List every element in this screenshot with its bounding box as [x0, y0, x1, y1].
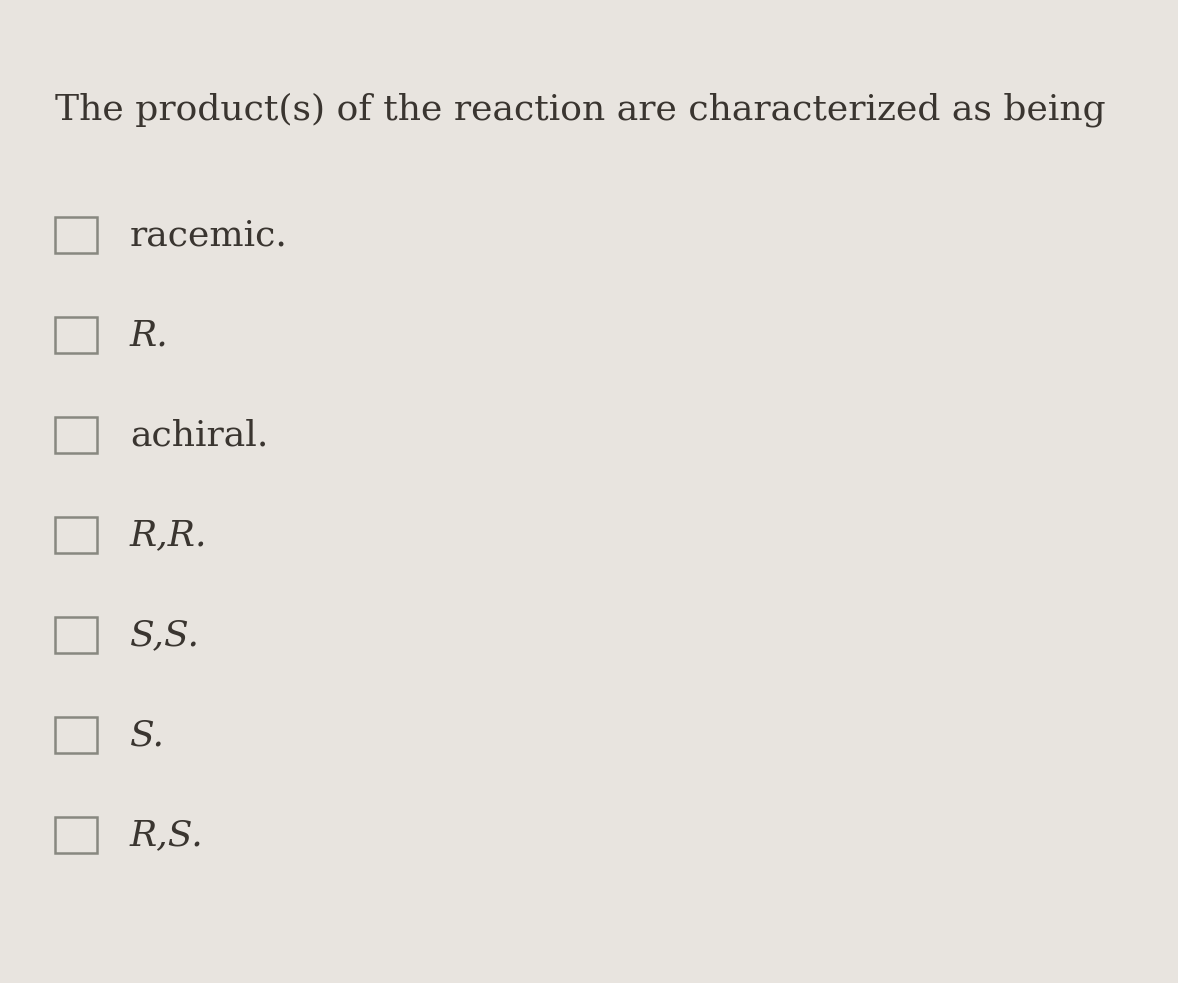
Bar: [55, 617, 97, 653]
Bar: [55, 417, 97, 453]
Text: achiral.: achiral.: [130, 418, 269, 452]
Bar: [55, 317, 97, 353]
Text: S,S.: S,S.: [130, 618, 200, 652]
Text: The product(s) of the reaction are characterized as being: The product(s) of the reaction are chara…: [55, 92, 1106, 127]
Bar: [55, 817, 97, 853]
Bar: [55, 717, 97, 753]
Text: R,R.: R,R.: [130, 518, 207, 552]
Bar: [55, 217, 97, 253]
Text: S.: S.: [130, 718, 165, 752]
Text: racemic.: racemic.: [130, 218, 287, 252]
Bar: [55, 517, 97, 553]
Text: R,S.: R,S.: [130, 818, 204, 852]
Text: R.: R.: [130, 318, 168, 352]
